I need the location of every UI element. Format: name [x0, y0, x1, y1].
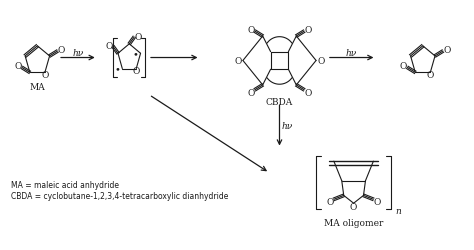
- Text: •: •: [114, 65, 120, 74]
- Text: O: O: [41, 70, 49, 80]
- Text: O: O: [374, 197, 381, 206]
- Text: CBDA: CBDA: [266, 98, 293, 106]
- Text: hν: hν: [282, 122, 293, 130]
- Text: •: •: [133, 50, 138, 58]
- Text: O: O: [443, 46, 451, 54]
- Text: O: O: [247, 89, 255, 98]
- Text: MA = maleic acid anhydride: MA = maleic acid anhydride: [11, 180, 118, 189]
- Text: O: O: [400, 62, 407, 71]
- Text: O: O: [427, 70, 434, 80]
- Text: O: O: [105, 42, 113, 51]
- Text: O: O: [304, 26, 312, 35]
- Text: hν: hν: [72, 49, 83, 58]
- Text: O: O: [135, 32, 142, 41]
- Text: O: O: [58, 46, 65, 54]
- Text: CBDA = cyclobutane-1,2,3,4-tetracarboxylic dianhydride: CBDA = cyclobutane-1,2,3,4-tetracarboxyl…: [11, 192, 228, 201]
- Text: MA oligomer: MA oligomer: [324, 218, 383, 227]
- Text: O: O: [133, 67, 140, 76]
- Text: n: n: [395, 206, 401, 215]
- Text: O: O: [350, 202, 357, 211]
- Text: O: O: [304, 89, 312, 98]
- Text: O: O: [317, 57, 325, 66]
- Text: MA: MA: [29, 83, 45, 92]
- Text: O: O: [14, 62, 22, 71]
- Text: O: O: [247, 26, 255, 35]
- Text: O: O: [234, 57, 242, 66]
- Text: O: O: [326, 197, 334, 206]
- Text: hν: hν: [346, 49, 357, 58]
